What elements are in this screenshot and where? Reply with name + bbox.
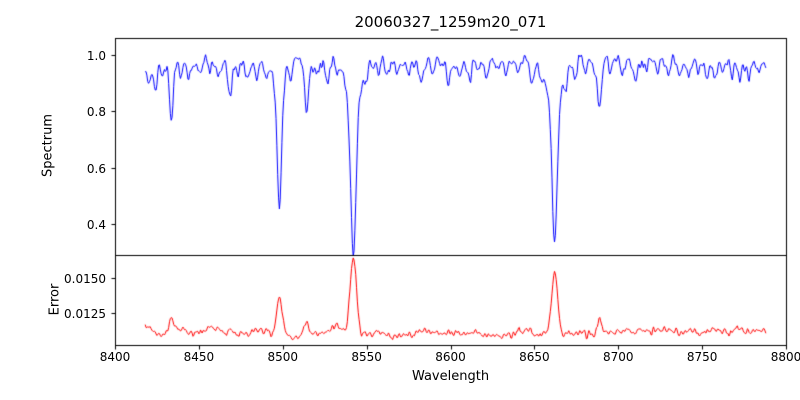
y-tick-label-error: 0.0125 [64,306,106,321]
x-axis-label: Wavelength [411,369,490,384]
x-tick-label: 8750 [686,350,718,364]
y-tick-label-spectrum: 0.6 [86,161,106,176]
x-tick-label: 8800 [770,350,800,364]
x-tick-label: 8500 [267,350,299,364]
y-axis-label-error: Error [47,283,63,316]
y-tick-label-spectrum: 0.8 [86,104,106,119]
x-tick-label: 8650 [519,350,550,364]
x-tick-label: 8700 [602,350,634,364]
y-tick-label-spectrum: 0.4 [86,217,106,232]
y-tick-label-error: 0.0150 [64,271,106,286]
x-tick-label: 8550 [351,350,382,364]
x-tick-label: 8400 [99,350,131,364]
x-tick-label: 8600 [435,350,466,364]
y-tick-label-spectrum: 1.0 [86,48,106,63]
chart-title: 20060327_1259m20_071 [354,13,547,31]
x-tick-label: 8450 [183,350,215,364]
